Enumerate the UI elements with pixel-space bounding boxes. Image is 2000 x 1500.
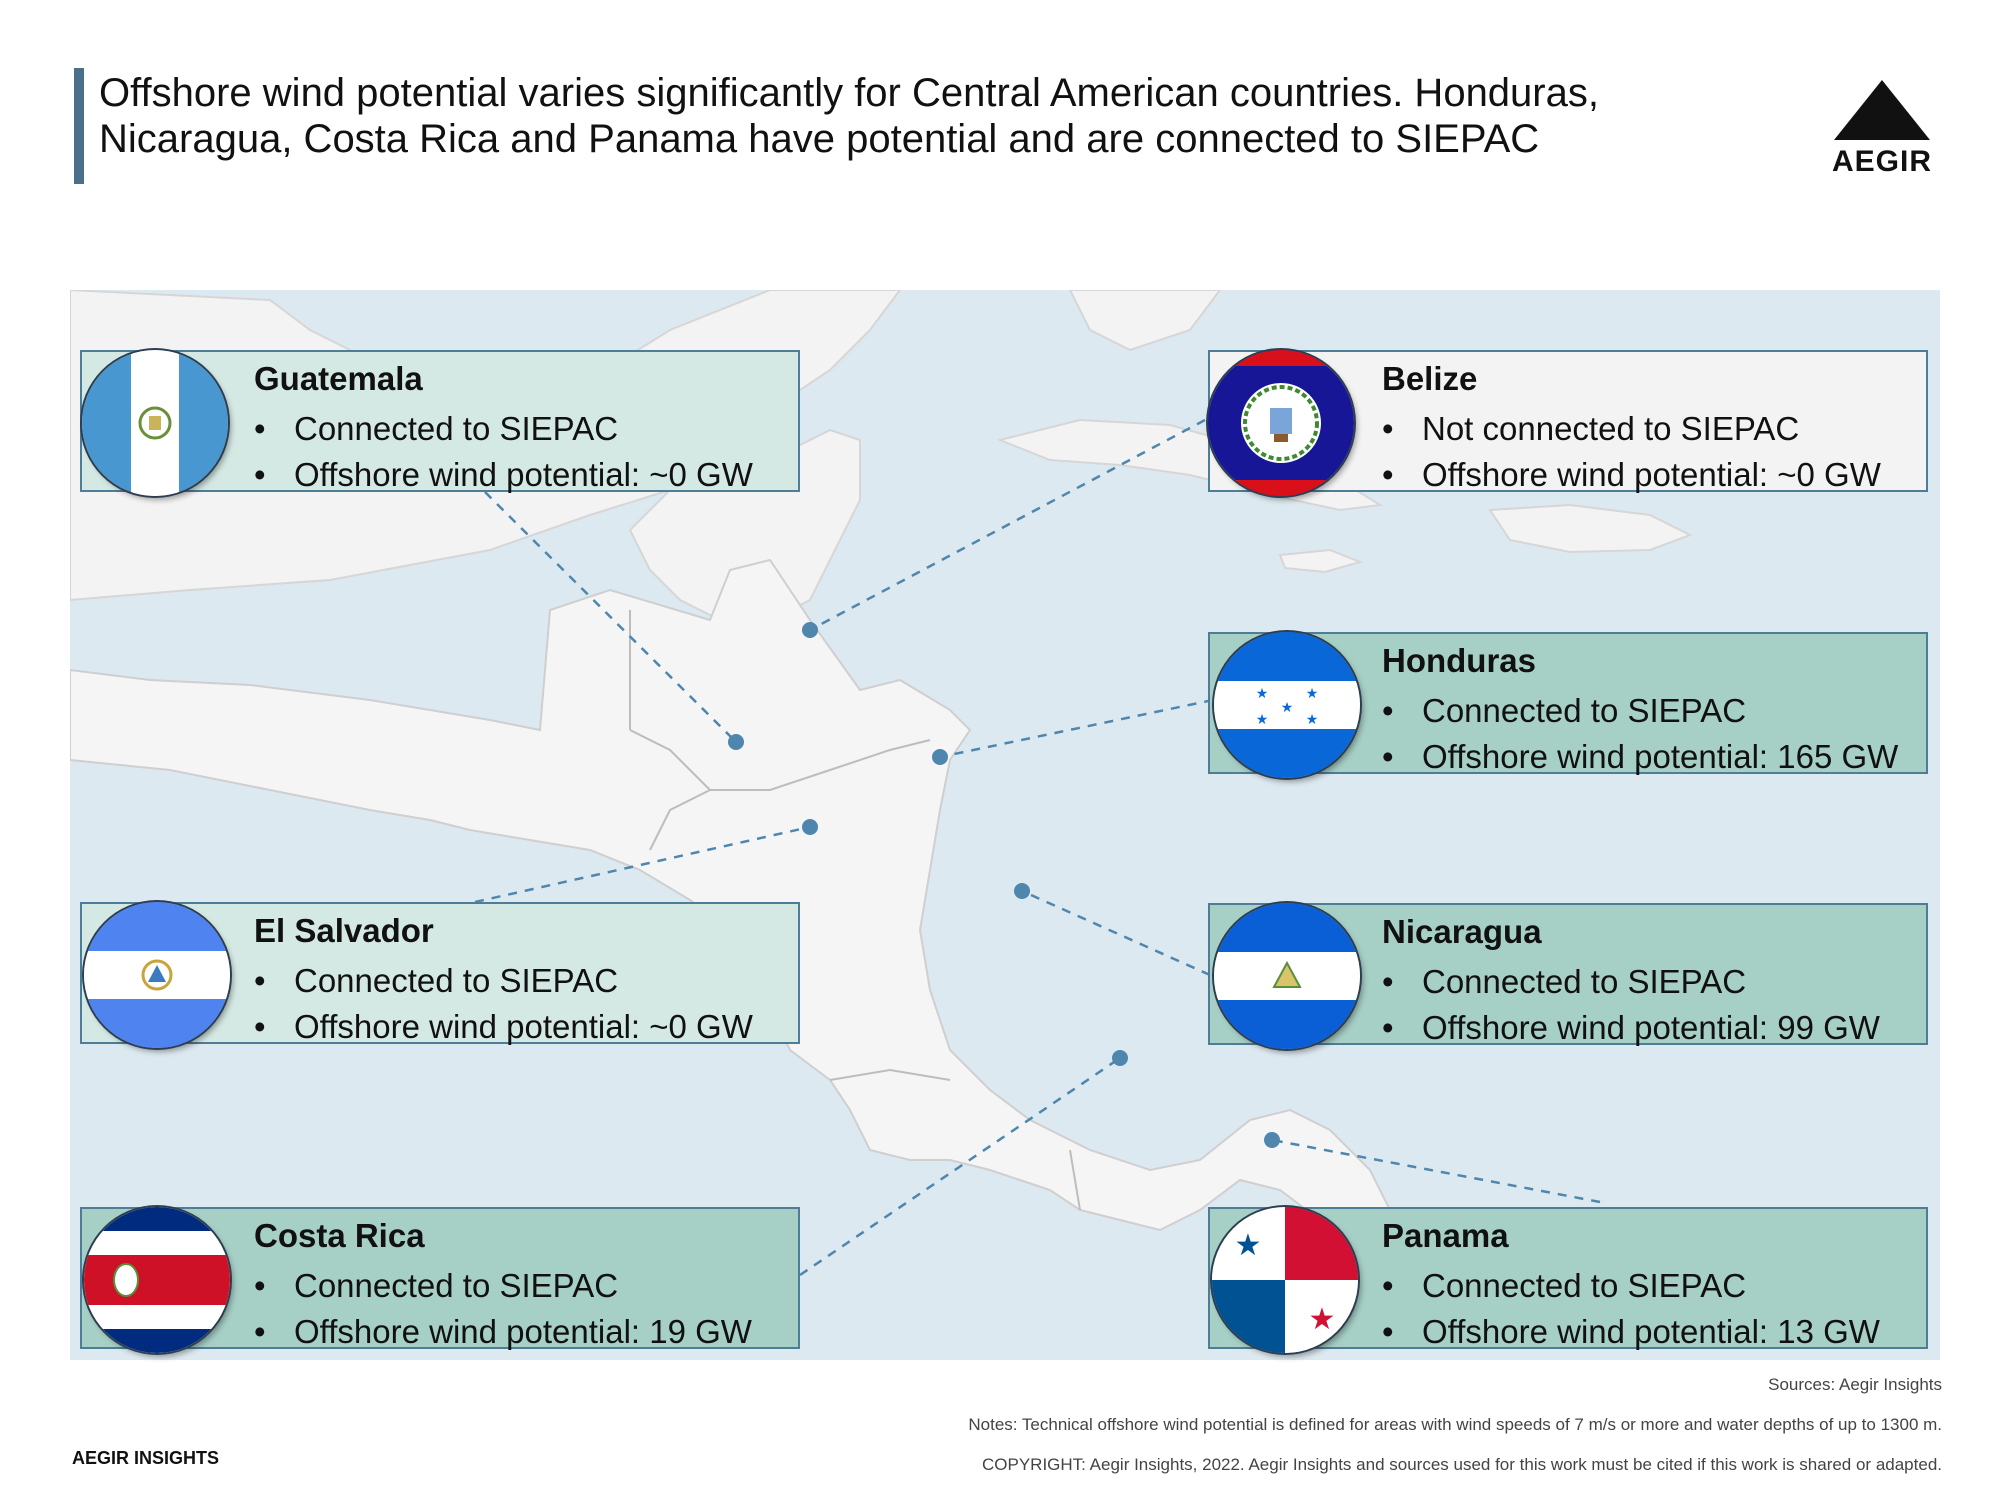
svg-text:★: ★ bbox=[1306, 712, 1319, 728]
country-facts: Connected to SIEPAC Offshore wind potent… bbox=[254, 958, 753, 1050]
wind-potential: Offshore wind potential: 13 GW bbox=[1382, 1309, 1880, 1355]
country-name: Costa Rica bbox=[254, 1217, 425, 1254]
svg-text:★: ★ bbox=[1281, 700, 1294, 716]
wind-potential: Offshore wind potential: ~0 GW bbox=[254, 452, 753, 498]
jamaica-island bbox=[1278, 548, 1364, 574]
border-honduras-nicaragua bbox=[710, 739, 931, 791]
country-name: El Salvador bbox=[254, 912, 434, 949]
country-facts: Not connected to SIEPAC Offshore wind po… bbox=[1382, 406, 1881, 498]
marker-panama bbox=[1264, 1132, 1280, 1148]
title-line-2: Nicaragua, Costa Rica and Panama have po… bbox=[99, 117, 1540, 161]
siepac-status: Connected to SIEPAC bbox=[1382, 688, 1898, 734]
svg-text:★: ★ bbox=[1235, 1228, 1262, 1263]
svg-text:★: ★ bbox=[1306, 686, 1319, 702]
siepac-status: Connected to SIEPAC bbox=[1382, 959, 1880, 1005]
marker-guatemala bbox=[728, 734, 744, 750]
page-title: Offshore wind potential varies significa… bbox=[99, 70, 1719, 162]
title-accent-bar bbox=[74, 68, 84, 184]
country-facts: Connected to SIEPAC Offshore wind potent… bbox=[1382, 688, 1898, 780]
country-name: Guatemala bbox=[254, 360, 423, 397]
marker-nicaragua bbox=[1014, 883, 1030, 899]
wind-potential: Offshore wind potential: 165 GW bbox=[1382, 734, 1898, 780]
svg-text:★: ★ bbox=[1256, 686, 1269, 702]
aegir-logo-icon bbox=[1834, 80, 1930, 140]
flag-el-salvador-icon bbox=[84, 902, 230, 1048]
connector-panama bbox=[1271, 1138, 1601, 1204]
country-name: Panama bbox=[1382, 1217, 1509, 1254]
country-name: Honduras bbox=[1382, 642, 1537, 679]
connector-costa-rica bbox=[799, 1056, 1121, 1277]
flag-belize-icon bbox=[1208, 350, 1354, 496]
siepac-status: Connected to SIEPAC bbox=[254, 958, 753, 1004]
footer-brand: AEGIR INSIGHTS bbox=[72, 1448, 220, 1468]
logo-text: AEGIR bbox=[1831, 145, 1932, 178]
connector-guatemala bbox=[484, 491, 737, 743]
country-name: Belize bbox=[1382, 360, 1478, 397]
wind-potential: Offshore wind potential: ~0 GW bbox=[254, 1004, 753, 1050]
connector-nicaragua bbox=[1021, 889, 1211, 977]
border-costarica-panama bbox=[1069, 1149, 1081, 1211]
svg-text:★: ★ bbox=[1309, 1302, 1336, 1337]
svg-text:★: ★ bbox=[1256, 712, 1269, 728]
wind-potential: Offshore wind potential: 99 GW bbox=[1382, 1005, 1880, 1051]
flag-honduras-icon: ★ ★ ★ ★ ★ bbox=[1214, 632, 1360, 778]
wind-potential: Offshore wind potential: 19 GW bbox=[254, 1309, 752, 1355]
siepac-status: Connected to SIEPAC bbox=[1382, 1263, 1880, 1309]
siepac-status: Connected to SIEPAC bbox=[254, 406, 753, 452]
flag-panama-icon: ★ ★ bbox=[1212, 1207, 1358, 1353]
country-facts: Connected to SIEPAC Offshore wind potent… bbox=[254, 406, 753, 498]
flag-nicaragua-icon bbox=[1214, 903, 1360, 1049]
border-nicaragua-costarica bbox=[829, 1068, 951, 1081]
marker-honduras bbox=[932, 749, 948, 765]
marker-el-salvador bbox=[802, 819, 818, 835]
country-facts: Connected to SIEPAC Offshore wind potent… bbox=[1382, 1263, 1880, 1355]
sources-note: Sources: Aegir Insights bbox=[1768, 1375, 1942, 1394]
siepac-status: Connected to SIEPAC bbox=[254, 1263, 752, 1309]
connector-belize bbox=[809, 418, 1206, 632]
methodology-note: Notes: Technical offshore wind potential… bbox=[968, 1415, 1942, 1434]
marker-belize bbox=[802, 622, 818, 638]
connector-honduras bbox=[939, 698, 1214, 759]
title-line-1: Offshore wind potential varies significa… bbox=[99, 71, 1599, 115]
country-facts: Connected to SIEPAC Offshore wind potent… bbox=[254, 1263, 752, 1355]
siepac-status: Not connected to SIEPAC bbox=[1382, 406, 1881, 452]
hispaniola-island bbox=[1488, 503, 1693, 554]
country-facts: Connected to SIEPAC Offshore wind potent… bbox=[1382, 959, 1880, 1051]
connector-el-salvador bbox=[474, 825, 811, 904]
flag-guatemala-icon bbox=[82, 350, 228, 496]
copyright-note: COPYRIGHT: Aegir Insights, 2022. Aegir I… bbox=[981, 1455, 1942, 1474]
marker-costa-rica bbox=[1112, 1050, 1128, 1066]
flag-costa-rica-icon bbox=[84, 1207, 230, 1353]
country-name: Nicaragua bbox=[1382, 913, 1542, 950]
wind-potential: Offshore wind potential: ~0 GW bbox=[1382, 452, 1881, 498]
us-coast bbox=[1068, 290, 1222, 352]
